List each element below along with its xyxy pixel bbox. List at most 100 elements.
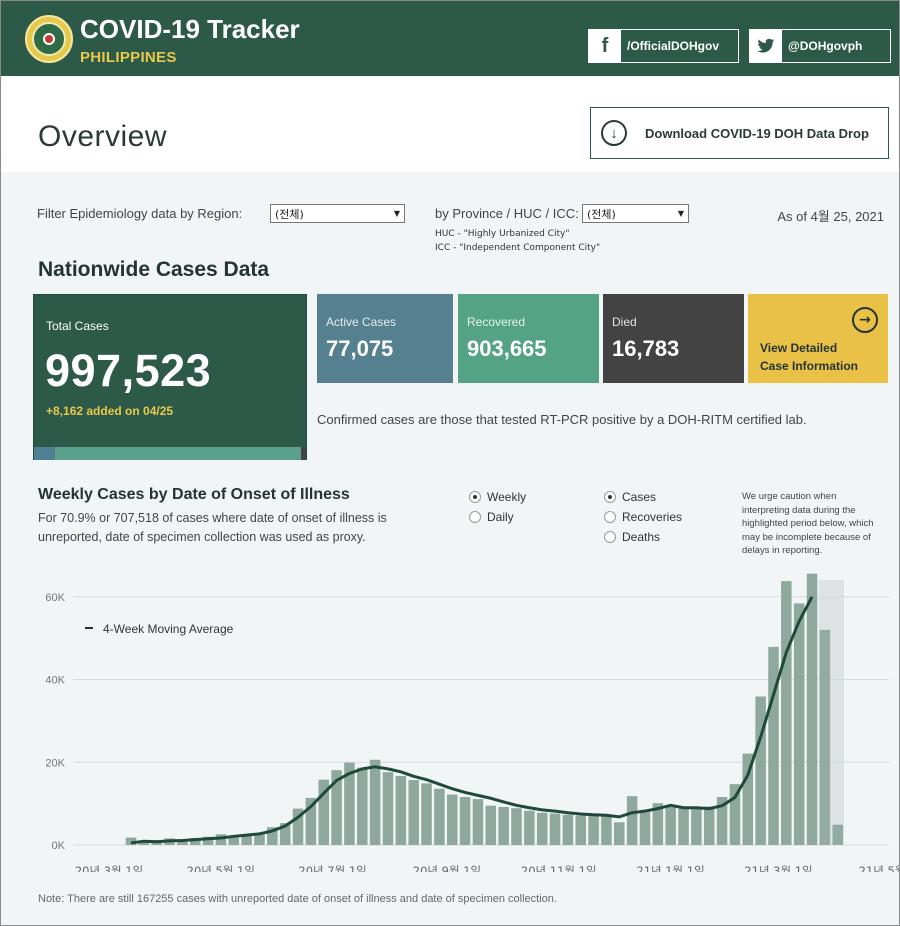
- radio-deaths-label: Deaths: [622, 530, 661, 544]
- download-data-drop-button[interactable]: ↓ Download COVID-19 DOH Data Drop: [590, 107, 889, 159]
- y-tick-label: 0K: [52, 840, 66, 852]
- bar: [562, 814, 574, 845]
- bar: [691, 807, 702, 845]
- radio-deaths-dot: [604, 531, 616, 543]
- died-value: 16,783: [612, 336, 680, 361]
- moving-average-line: [130, 596, 814, 845]
- bar: [434, 788, 445, 845]
- download-label: Download COVID-19 DOH Data Drop: [645, 125, 869, 141]
- view-detailed-case-button[interactable]: → View Detailed Case Information: [748, 294, 888, 383]
- bar: [331, 770, 342, 845]
- case-breakdown-bar: [34, 447, 306, 460]
- arrow-right-circle-icon: →: [852, 307, 878, 333]
- province-select-value: (전체): [587, 207, 616, 221]
- icc-note: ICC - "Independent Component City": [435, 243, 601, 253]
- as-of-date: As of 4월 25, 2021: [777, 209, 884, 224]
- bar: [408, 780, 419, 845]
- x-tick-label: 21년 1월 1일: [636, 864, 704, 872]
- radio-daily[interactable]: Daily: [469, 510, 514, 524]
- recovered-label: Recovered: [467, 315, 526, 329]
- y-tick-label: 20K: [45, 757, 65, 769]
- doh-seal-logo: [25, 15, 73, 63]
- twitter-handle: @DOHgovph: [788, 39, 863, 53]
- bar: [254, 833, 265, 845]
- bar: [524, 810, 535, 845]
- died-label: Died: [612, 315, 637, 329]
- bar: [716, 797, 728, 845]
- x-tick-label: 20년 3월 1일: [75, 864, 143, 872]
- x-tick-label: 20년 7월 1일: [298, 864, 366, 872]
- province-select[interactable]: (전체) ▼: [582, 204, 689, 223]
- confirmed-cases-note: Confirmed cases are those that tested RT…: [317, 412, 807, 427]
- bar: [652, 803, 664, 845]
- weekly-cases-chart[interactable]: 0K 20K 40K 60K 20년 3월 1일 20년 5월 1일 20년 7월 1일 20…: [1, 572, 899, 872]
- app-subtitle: PHILIPPINES: [80, 49, 177, 66]
- bar: [703, 806, 715, 845]
- total-cases-card: Total Cases 997,523 +8,162 added on 04/2…: [33, 294, 307, 460]
- radio-deaths[interactable]: Deaths: [604, 530, 660, 544]
- x-tick-label: 20년 9월 1일: [413, 864, 481, 872]
- x-tick-label: 21년 3월 1일: [744, 864, 812, 872]
- radio-cases[interactable]: Cases: [604, 490, 656, 504]
- bar: [793, 603, 805, 845]
- active-cases-card: Active Cases 77,075: [317, 294, 453, 383]
- dropdown-arrow-icon: ▼: [393, 209, 400, 218]
- bar: [536, 812, 548, 845]
- province-filter-label: by Province / HUC / ICC:: [435, 206, 579, 221]
- bar: [511, 808, 522, 845]
- bar: [601, 815, 612, 845]
- bar: [241, 834, 252, 845]
- header-bar: COVID-19 Tracker PHILIPPINES f /Official…: [1, 1, 899, 76]
- bar: [177, 839, 188, 845]
- bar: [318, 779, 329, 845]
- radio-recoveries-dot: [604, 511, 616, 523]
- dropdown-arrow-icon: ▼: [677, 209, 684, 218]
- region-select[interactable]: (전체) ▼: [270, 204, 405, 223]
- twitter-link[interactable]: @DOHgovph: [749, 29, 891, 63]
- legend-label: 4-Week Moving Average: [103, 622, 234, 636]
- bar: [202, 836, 214, 845]
- x-tick-label: 21년 5월 1일: [859, 864, 899, 872]
- died-share-segment: [301, 447, 306, 460]
- weekly-cases-title: Weekly Cases by Date of Onset of Illness: [38, 486, 350, 503]
- bar: [639, 809, 651, 845]
- facebook-handle: /OfficialDOHgov: [627, 39, 720, 53]
- overview-band: Overview ↓ Download COVID-19 DOH Data Dr…: [1, 76, 899, 172]
- region-select-value: (전체): [275, 207, 304, 221]
- radio-recoveries[interactable]: Recoveries: [604, 510, 682, 524]
- bar: [781, 581, 792, 845]
- huc-note: HUC - "Highly Urbanized City": [435, 229, 570, 239]
- bar: [742, 753, 754, 845]
- x-tick-label: 20년 11월 1일: [521, 864, 597, 872]
- facebook-link[interactable]: f /OfficialDOHgov: [588, 29, 739, 63]
- nationwide-title: Nationwide Cases Data: [38, 258, 270, 281]
- total-cases-value: 997,523: [45, 345, 212, 396]
- bar: [549, 813, 561, 845]
- caution-note: We urge caution when interpreting data d…: [742, 491, 874, 556]
- bar: [832, 824, 843, 845]
- bar: [382, 772, 394, 845]
- bar: [292, 808, 304, 845]
- bar: [357, 767, 368, 845]
- bar: [369, 759, 381, 845]
- bar: [768, 646, 779, 845]
- bar: [267, 827, 278, 845]
- y-tick-label: 40K: [45, 675, 65, 687]
- radio-weekly-label: Weekly: [487, 490, 527, 504]
- view-detailed-line1: View Detailed: [760, 341, 838, 355]
- bar: [819, 629, 831, 845]
- bar: [279, 823, 291, 845]
- region-filter-label: Filter Epidemiology data by Region:: [37, 206, 243, 221]
- died-card: Died 16,783: [603, 294, 744, 383]
- bar: [755, 696, 766, 845]
- bar: [189, 837, 201, 845]
- bar: [395, 775, 407, 845]
- dashboard-main: Filter Epidemiology data by Region: (전체)…: [1, 172, 899, 925]
- bar: [305, 797, 317, 845]
- radio-weekly[interactable]: Weekly: [469, 490, 526, 504]
- bar: [125, 837, 137, 845]
- twitter-icon: [750, 30, 782, 62]
- bar: [421, 783, 432, 845]
- x-tick-label: 20년 5월 1일: [187, 864, 255, 872]
- bar: [806, 573, 818, 845]
